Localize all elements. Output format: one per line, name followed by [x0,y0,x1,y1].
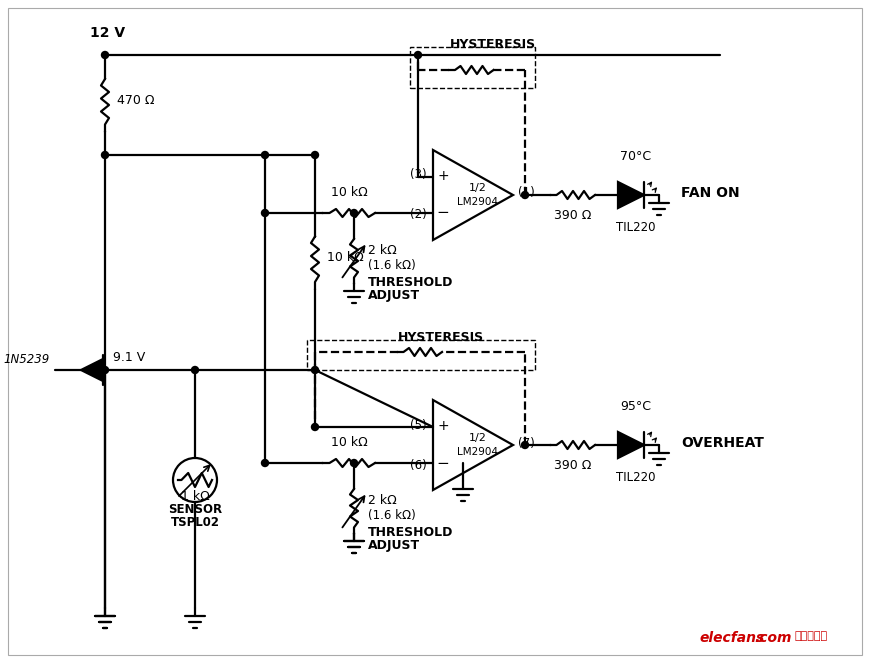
Bar [307,340,534,370]
Circle shape [311,424,318,430]
Text: 1N5239: 1N5239 [3,353,50,367]
Text: .com: .com [753,631,791,645]
Circle shape [262,210,269,217]
Circle shape [521,442,527,448]
Text: LM2904: LM2904 [457,447,498,457]
Text: (5): (5) [410,418,427,432]
Text: 390 Ω: 390 Ω [554,459,591,472]
Text: 12 V: 12 V [90,26,125,40]
Text: HYSTERESIS: HYSTERESIS [397,331,483,344]
Circle shape [350,459,357,467]
Text: −: − [436,455,449,471]
Text: (1): (1) [517,186,534,200]
Text: ADJUST: ADJUST [368,290,420,302]
Circle shape [414,52,421,58]
Text: 电子发烧友: 电子发烧友 [794,631,827,641]
Polygon shape [81,359,103,381]
Text: TSPL02: TSPL02 [170,516,219,529]
Text: FAN ON: FAN ON [680,186,739,200]
Text: 95°C: 95°C [620,400,651,413]
Text: THRESHOLD: THRESHOLD [368,526,453,540]
Text: 1/2: 1/2 [468,433,487,443]
Text: 10 kΩ: 10 kΩ [330,436,367,449]
Polygon shape [617,432,643,458]
Text: LM2904: LM2904 [457,197,498,207]
Text: +: + [437,419,448,433]
Text: 70°C: 70°C [620,150,651,163]
Circle shape [262,152,269,158]
Text: −: − [436,206,449,221]
Circle shape [262,459,269,467]
Text: THRESHOLD: THRESHOLD [368,276,453,290]
Circle shape [311,152,318,158]
Text: SENSOR: SENSOR [168,503,222,516]
Text: OVERHEAT: OVERHEAT [680,436,763,450]
Circle shape [311,367,318,373]
Text: 470 Ω: 470 Ω [116,93,155,107]
Text: 2 kΩ: 2 kΩ [368,495,396,507]
Text: 10 kΩ: 10 kΩ [327,251,363,264]
Text: ADJUST: ADJUST [368,540,420,552]
Circle shape [102,52,109,58]
Text: HYSTERESIS: HYSTERESIS [449,38,535,51]
Bar [409,47,534,88]
Text: 10 kΩ: 10 kΩ [330,186,367,199]
Text: 1/2: 1/2 [468,183,487,193]
Text: 390 Ω: 390 Ω [554,209,591,222]
Circle shape [191,367,198,373]
Text: TIL220: TIL220 [615,221,655,234]
Text: (6): (6) [410,459,427,471]
Polygon shape [617,182,643,208]
Text: TIL220: TIL220 [615,471,655,484]
Text: +: + [437,169,448,183]
Text: (1.6 kΩ): (1.6 kΩ) [368,509,415,522]
Circle shape [521,192,527,198]
Text: (2): (2) [410,208,427,221]
Text: elecfans: elecfans [700,631,765,645]
Text: (7): (7) [517,436,534,450]
Text: 2 kΩ: 2 kΩ [368,245,396,257]
Text: (1.6 kΩ): (1.6 kΩ) [368,259,415,272]
Text: 1 kΩ: 1 kΩ [181,490,209,503]
Circle shape [102,367,109,373]
Circle shape [350,210,357,217]
Text: (3): (3) [410,168,427,182]
Circle shape [102,152,109,158]
Text: 9.1 V: 9.1 V [113,351,145,365]
